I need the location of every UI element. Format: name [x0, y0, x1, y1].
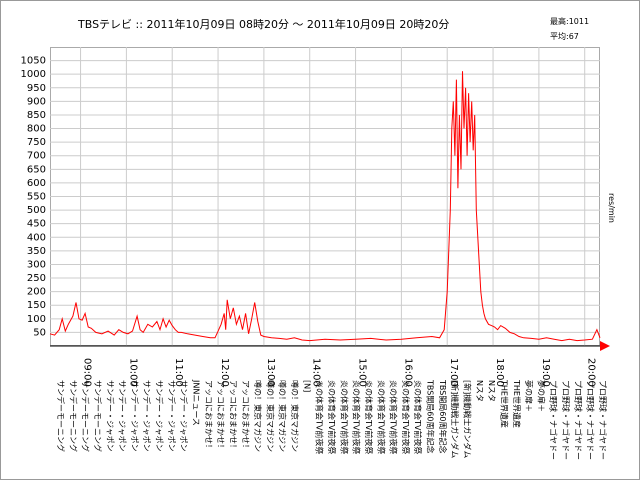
x-tick-label: 19:00: [540, 358, 551, 387]
program-label: 噂の！東京マガジン: [253, 380, 263, 452]
y-tick-label: 400: [27, 232, 46, 243]
y-tick-label: 1000: [21, 69, 46, 80]
program-label: アッコにおまかせ！: [216, 380, 225, 452]
program-label: プロ野球・ナゴヤドー: [549, 380, 559, 460]
y-tick-label: 1050: [21, 56, 46, 67]
y-tick-label: 750: [27, 137, 46, 148]
program-label: サンデーモーニング: [56, 380, 66, 452]
y-tick-label: 600: [27, 178, 46, 189]
program-label: サンデー・ジャポン: [118, 380, 128, 452]
y-ticks: 50 100 150 200 250 300 350 400 450 500 550 600 650 70…: [21, 56, 46, 339]
x-tick-label: 14:00: [311, 358, 322, 387]
program-label: サンデー・ジャポン: [105, 380, 115, 452]
program-label: アッコにおまかせ！: [228, 380, 237, 452]
program-label: Nスタ: [487, 380, 496, 402]
program-label: プロ野球・ナゴヤドー: [561, 380, 571, 460]
program-label: アッコにおまかせ！: [204, 380, 213, 452]
y-tick-label: 300: [27, 259, 46, 270]
program-label: 炎の体育会TV前夜祭: [352, 380, 362, 454]
program-label: サンデーモーニング: [81, 380, 91, 452]
x-tick-label: 11:00: [173, 358, 184, 387]
program-label: [N]: [302, 380, 311, 392]
program-label: 炎の体育会TV前夜祭: [364, 380, 374, 454]
y-tick-label: 950: [27, 83, 46, 94]
x-ticks: 09:00 10:00 11:00 12:00 13:00 14:00 15:00 16:00…: [82, 358, 597, 387]
y-tick-label: 800: [27, 124, 46, 135]
y-tick-label: 450: [27, 219, 46, 230]
x-tick-label: 13:00: [265, 358, 276, 387]
program-label: サンデーモーニング: [68, 380, 78, 452]
program-label: 炎の体育会TV前夜祭: [389, 380, 399, 454]
program-label: THE世界遺産: [499, 379, 509, 428]
y-tick-label: 650: [27, 164, 46, 175]
y-tick-label: 850: [27, 110, 46, 121]
program-label: プロ野球・ナゴヤドー: [573, 380, 583, 460]
y-tick-label: 100: [27, 314, 46, 325]
program-label: TBS開局60周年記念: [426, 379, 436, 454]
series-line: [49, 71, 601, 342]
program-label: 噂の！東京マガジン: [265, 380, 275, 452]
program-label: 炎の体育会TV前夜祭: [327, 380, 337, 454]
program-label: 炎の体育会TV前夜祭: [413, 380, 423, 454]
x-tick-label: 12:00: [219, 358, 230, 387]
program-label: プロ野球・ナゴヤドー: [586, 380, 596, 460]
x-tick-label: 09:00: [82, 358, 93, 387]
program-label: 噂の！東京マガジン: [278, 380, 288, 452]
program-label: JNNニュース: [192, 379, 201, 426]
program-label: TBS開局60周年記念: [438, 379, 448, 454]
x-tick-label: 20:00: [586, 358, 597, 387]
program-label: プロ野球・ナゴヤドー: [598, 380, 608, 460]
program-label: サンデーモーニング: [93, 380, 103, 452]
x-tick-label: 18:00: [494, 358, 505, 387]
y-tick-label: 150: [27, 300, 46, 311]
x-tick-label: 17:00: [448, 358, 459, 387]
program-label: 夢の扉＋: [536, 380, 546, 412]
program-label: 炎の体育会TV前夜祭: [339, 380, 349, 454]
program-label: サンデー・ジャポン: [167, 380, 177, 452]
y-tick-label: 50: [33, 327, 46, 338]
x-axis-arrow-icon: [600, 341, 610, 351]
program-label: サンデー・ジャポン: [179, 380, 189, 452]
program-label: THE世界遺産: [512, 379, 522, 428]
program-label: 炎の体育会TV前夜祭: [401, 380, 411, 454]
program-label: Nスタ: [475, 380, 484, 402]
chart-title: TBSテレビ :: 2011年10月09日 08時20分 ～ 2011年10月0…: [77, 17, 449, 31]
program-label: [新]機動戦士ガンダム: [450, 380, 460, 458]
program-labels: サンデーモーニング サンデーモーニング サンデーモーニング サンデーモーニング サンデー…: [56, 379, 608, 460]
y-tick-label: 700: [27, 151, 46, 162]
program-label: 炎の体育会TV前夜祭: [376, 380, 386, 454]
x-tick-label: 16:00: [402, 358, 413, 387]
y-tick-label: 350: [27, 246, 46, 257]
program-label: [新]機動戦士ガンダム: [463, 380, 473, 458]
x-tick-label: 15:00: [357, 358, 368, 387]
grid: [50, 47, 600, 346]
program-label: アッコにおまかせ！: [241, 380, 250, 452]
x-tick-label: 10:00: [127, 358, 138, 387]
y-tick-label: 250: [27, 273, 46, 284]
y-tick-label: 550: [27, 192, 46, 203]
stat-avg: 平均:67: [550, 31, 579, 41]
y-tick-label: 900: [27, 96, 46, 107]
program-label: サンデー・ジャポン: [155, 380, 165, 452]
program-label: サンデー・ジャポン: [142, 380, 152, 452]
y-tick-label: 200: [27, 287, 46, 298]
y-tick-label: 500: [27, 205, 46, 216]
program-label: 噂の！東京マガジン: [290, 380, 300, 452]
y-axis-label: res/min: [607, 193, 616, 223]
program-label: 夢の扉＋: [524, 380, 534, 412]
program-label: 炎の体育会TV前夜祭: [315, 380, 325, 454]
stat-max: 最高:1011: [550, 16, 589, 26]
program-label: サンデー・ジャポン: [130, 380, 140, 452]
